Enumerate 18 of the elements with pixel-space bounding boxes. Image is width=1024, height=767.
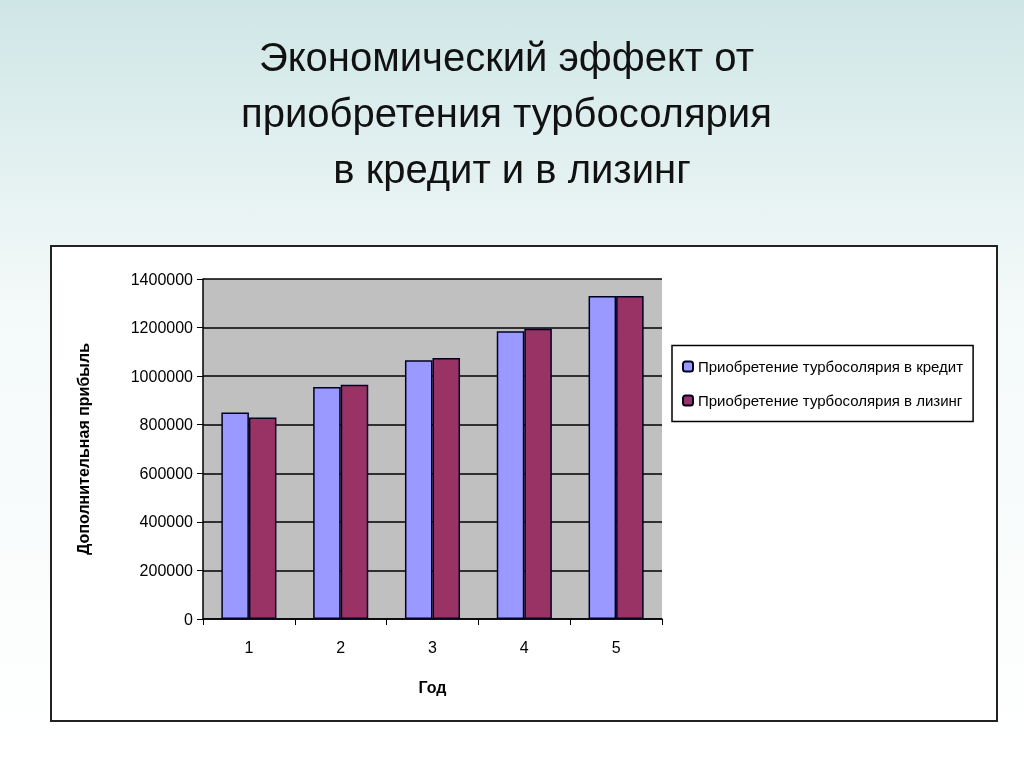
x-tick-label: 3 xyxy=(428,638,438,656)
y-tick-label: 800000 xyxy=(139,416,194,434)
x-tick-label: 1 xyxy=(244,638,254,656)
y-tick-label: 200000 xyxy=(139,561,194,579)
x-tick-label: 4 xyxy=(519,638,529,656)
legend-label: Приобретение турбосолярия в кредит xyxy=(698,358,964,375)
x-tick-label: 2 xyxy=(336,638,346,656)
y-tick-label: 600000 xyxy=(139,464,194,482)
x-axis-title: Год xyxy=(418,678,447,696)
y-tick-label: 1000000 xyxy=(130,367,194,385)
y-tick-label: 1200000 xyxy=(130,319,194,337)
y-axis-title: Дополнительная прибыль xyxy=(74,342,92,555)
legend-label: Приобретение турбосолярия в лизинг xyxy=(698,392,963,409)
y-tick-label: 1400000 xyxy=(130,270,194,288)
y-tick-label: 0 xyxy=(184,610,194,628)
x-tick-label: 5 xyxy=(611,638,621,656)
chart-title: Экономический эффект от приобретения турбосолярия в кредит и в лизинг xyxy=(241,35,783,191)
y-tick-label: 400000 xyxy=(139,513,194,531)
